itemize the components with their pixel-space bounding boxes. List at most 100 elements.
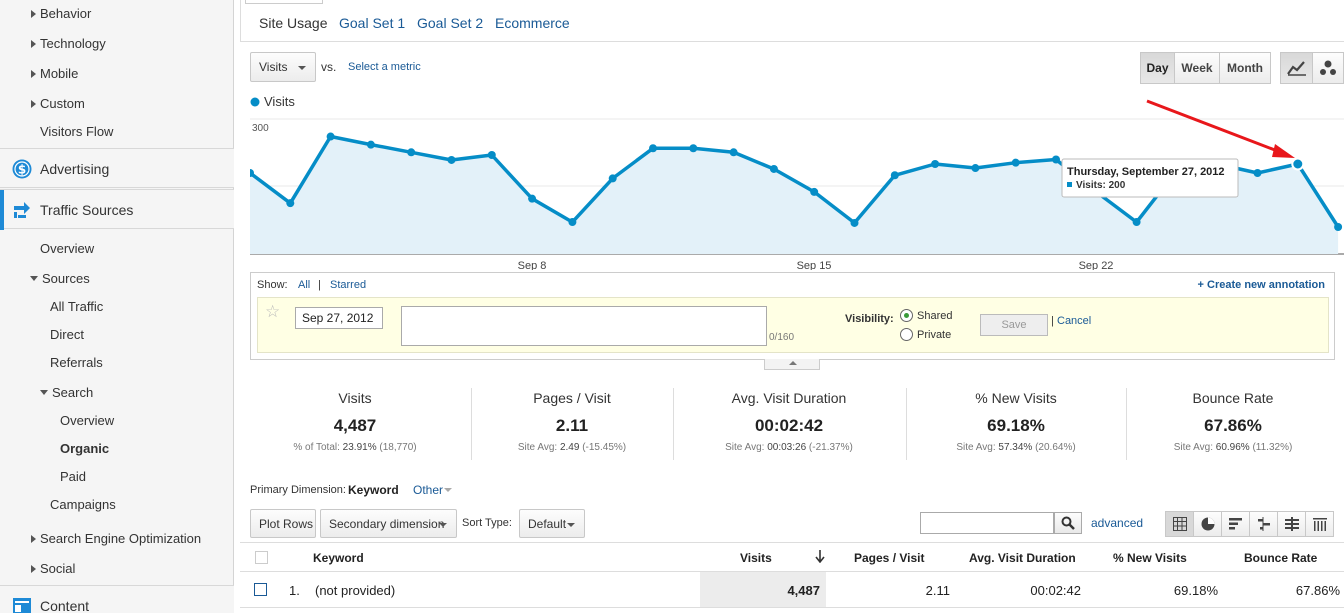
secondary-dimension-select[interactable]: Secondary dimension bbox=[320, 509, 457, 538]
data-point[interactable] bbox=[487, 151, 496, 159]
data-point[interactable] bbox=[326, 132, 335, 141]
score-sub-strong: 60.96% bbox=[1215, 442, 1250, 453]
collapse-annotations-handle[interactable] bbox=[764, 359, 820, 370]
sort-type-select[interactable]: Default bbox=[519, 509, 585, 538]
data-point[interactable] bbox=[1253, 169, 1262, 177]
data-point[interactable] bbox=[890, 171, 899, 180]
divider bbox=[471, 388, 472, 460]
search-button[interactable] bbox=[1054, 512, 1082, 534]
row-keyword[interactable]: (not provided) bbox=[315, 583, 396, 598]
sidebar-item-referrals[interactable]: Referrals bbox=[0, 351, 234, 375]
sidebar: Behavior Technology Mobile Custom Visito… bbox=[0, 0, 234, 613]
data-point[interactable] bbox=[366, 140, 375, 149]
data-point[interactable] bbox=[286, 199, 295, 208]
sidebar-item-search[interactable]: Search bbox=[0, 381, 234, 405]
data-point[interactable] bbox=[447, 155, 456, 164]
column-header-pages-per-visit[interactable]: Pages / Visit bbox=[854, 551, 925, 565]
select-metric-link[interactable]: Select a metric bbox=[348, 61, 421, 73]
data-point[interactable] bbox=[729, 148, 738, 157]
data-point[interactable] bbox=[649, 144, 657, 153]
highlighted-data-point[interactable] bbox=[1291, 157, 1305, 171]
dimension-keyword[interactable]: Keyword bbox=[348, 483, 399, 497]
column-header-keyword[interactable]: Keyword bbox=[313, 551, 364, 565]
star-icon[interactable]: ☆ bbox=[265, 302, 281, 321]
tab-goal-set-1[interactable]: Goal Set 1 bbox=[339, 15, 406, 31]
red-arrow-head bbox=[1272, 144, 1295, 158]
dimension-other[interactable]: Other bbox=[413, 483, 444, 497]
show-all-link[interactable]: All bbox=[298, 279, 311, 291]
sidebar-item-seo[interactable]: Search Engine Optimization bbox=[0, 527, 234, 551]
metric-select[interactable]: Visits bbox=[250, 52, 316, 82]
data-point[interactable] bbox=[971, 164, 980, 173]
save-button[interactable]: Save bbox=[980, 314, 1048, 336]
annotation-date-input[interactable]: Sep 27, 2012 bbox=[295, 307, 383, 329]
show-starred-link[interactable]: Starred bbox=[330, 279, 367, 291]
sidebar-item-mobile[interactable]: Mobile bbox=[0, 62, 234, 86]
data-point[interactable] bbox=[1334, 223, 1343, 231]
select-all-checkbox[interactable] bbox=[255, 551, 268, 564]
column-header-avg-visit-duration[interactable]: Avg. Visit Duration bbox=[969, 551, 1076, 565]
sidebar-item-behavior[interactable]: Behavior bbox=[0, 2, 234, 26]
sidebar-item-all-traffic[interactable]: All Traffic bbox=[0, 295, 234, 319]
sidebar-item-overview[interactable]: Overview bbox=[0, 237, 234, 261]
sidebar-item-search-overview[interactable]: Overview bbox=[0, 409, 234, 433]
data-point[interactable] bbox=[528, 194, 537, 203]
sidebar-item-visitors-flow[interactable]: Visitors Flow bbox=[0, 120, 234, 144]
sidebar-item-campaigns[interactable]: Campaigns bbox=[0, 493, 234, 517]
sidebar-item-direct[interactable]: Direct bbox=[0, 323, 234, 347]
column-header-bounce-rate[interactable]: Bounce Rate bbox=[1244, 551, 1318, 565]
data-point[interactable] bbox=[931, 160, 940, 168]
performance-view-button[interactable] bbox=[1222, 512, 1250, 536]
data-point[interactable] bbox=[769, 164, 778, 173]
table-search-input[interactable] bbox=[920, 512, 1054, 534]
line-chart-toggle[interactable] bbox=[1280, 52, 1313, 84]
motion-chart-toggle[interactable] bbox=[1312, 52, 1344, 84]
tab-ecommerce[interactable]: Ecommerce bbox=[495, 15, 570, 31]
pivot-view-button[interactable] bbox=[1306, 512, 1334, 536]
period-day-button[interactable]: Day bbox=[1140, 52, 1175, 84]
sidebar-section-traffic-sources[interactable]: Traffic Sources bbox=[0, 189, 234, 230]
plot-rows-button[interactable]: Plot Rows bbox=[250, 509, 316, 538]
period-month-button[interactable]: Month bbox=[1219, 52, 1271, 84]
column-header-visits[interactable]: Visits bbox=[740, 551, 772, 565]
term-cloud-view-button[interactable] bbox=[1278, 512, 1306, 536]
sidebar-item-label: Technology bbox=[40, 36, 106, 51]
sidebar-section-advertising[interactable]: $ Advertising bbox=[0, 148, 234, 188]
advanced-filter-link[interactable]: advanced bbox=[1091, 516, 1144, 530]
period-week-button[interactable]: Week bbox=[1174, 52, 1220, 84]
data-point[interactable] bbox=[689, 144, 698, 153]
data-point[interactable] bbox=[568, 218, 577, 227]
annotation-text-input[interactable] bbox=[401, 306, 767, 346]
score-value: 00:02:42 bbox=[754, 416, 824, 435]
comparison-view-button[interactable] bbox=[1250, 512, 1278, 536]
row-checkbox[interactable] bbox=[254, 583, 267, 596]
data-point[interactable] bbox=[1052, 155, 1060, 164]
data-point[interactable] bbox=[608, 174, 617, 183]
data-point[interactable] bbox=[1011, 158, 1020, 167]
sidebar-item-technology[interactable]: Technology bbox=[0, 32, 234, 56]
sidebar-item-paid[interactable]: Paid bbox=[0, 465, 234, 489]
pivot-icon bbox=[1285, 517, 1299, 531]
tab-goal-set-2[interactable]: Goal Set 2 bbox=[417, 15, 484, 31]
column-header-new-visits[interactable]: % New Visits bbox=[1113, 551, 1187, 565]
score-label: Pages / Visit bbox=[533, 390, 611, 406]
data-point[interactable] bbox=[1132, 218, 1141, 227]
legend-dot bbox=[250, 97, 260, 107]
sort-descending-icon[interactable] bbox=[815, 550, 825, 563]
radio-private[interactable] bbox=[900, 328, 913, 341]
data-point[interactable] bbox=[810, 187, 819, 196]
visibility-label: Visibility: bbox=[845, 313, 894, 325]
radio-shared[interactable] bbox=[900, 309, 913, 322]
sidebar-item-social[interactable]: Social bbox=[0, 557, 234, 581]
data-point[interactable] bbox=[407, 148, 416, 157]
sidebar-item-custom[interactable]: Custom bbox=[0, 92, 234, 116]
create-annotation-link[interactable]: + Create new annotation bbox=[1197, 279, 1325, 291]
pie-view-button[interactable] bbox=[1194, 512, 1222, 536]
sidebar-item-sources[interactable]: Sources bbox=[0, 267, 234, 291]
sidebar-item-organic[interactable]: Organic bbox=[0, 437, 234, 461]
cancel-link[interactable]: Cancel bbox=[1057, 315, 1092, 327]
sidebar-section-content[interactable]: Content bbox=[0, 585, 234, 613]
table-view-button[interactable] bbox=[1166, 512, 1194, 536]
tab-site-usage[interactable]: Site Usage bbox=[259, 15, 328, 31]
data-point[interactable] bbox=[850, 218, 859, 227]
